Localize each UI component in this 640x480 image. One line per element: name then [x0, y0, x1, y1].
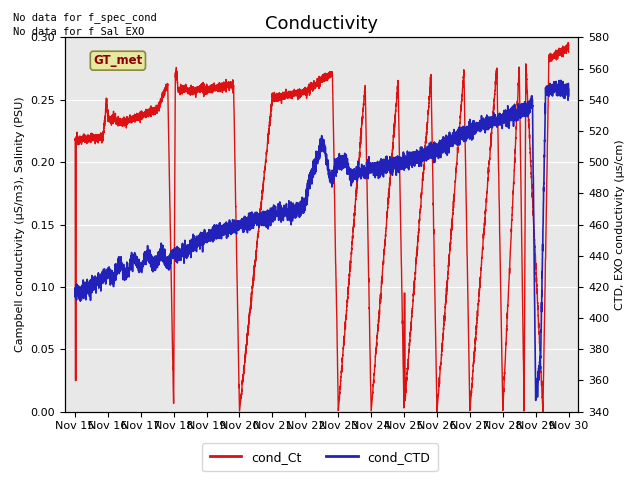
Title: Conductivity: Conductivity	[265, 15, 378, 33]
Legend: cond_Ct, cond_CTD: cond_Ct, cond_CTD	[202, 444, 438, 471]
Y-axis label: CTD, EXO conductivity (µs/cm): CTD, EXO conductivity (µs/cm)	[615, 139, 625, 310]
Text: No data for f_Sal_EXO: No data for f_Sal_EXO	[13, 26, 144, 37]
Text: GT_met: GT_met	[93, 54, 143, 67]
Y-axis label: Campbell conductivity (µS/m3), Salinity (PSU): Campbell conductivity (µS/m3), Salinity …	[15, 96, 25, 352]
Text: No data for f_spec_cond: No data for f_spec_cond	[13, 12, 157, 23]
